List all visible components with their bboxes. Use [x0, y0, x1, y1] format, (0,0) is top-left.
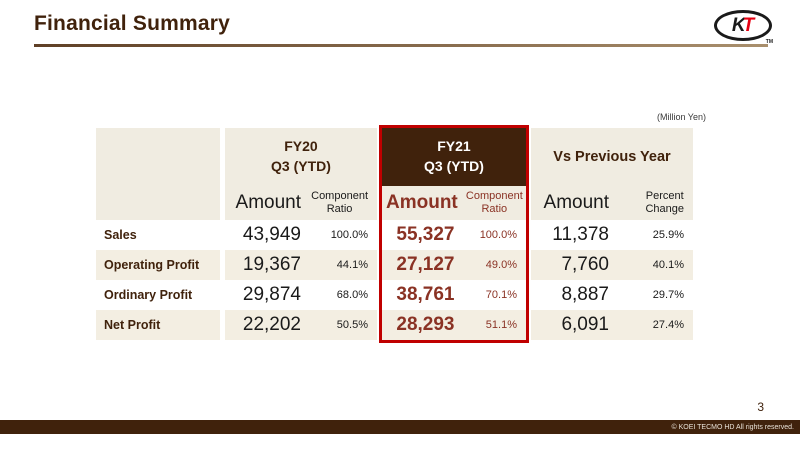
table-row: 8,887 29.7%: [531, 280, 693, 310]
table-row: 29,874 68.0%: [225, 280, 377, 310]
vs-amount-cell: 8,887: [561, 284, 609, 305]
fy20-subheader-ratio: Component Ratio: [311, 189, 368, 215]
table-row: 6,091 27.4%: [531, 310, 693, 340]
vs-subheader-amount: Amount: [543, 191, 609, 213]
fy21-ratio-cell: 51.1%: [485, 319, 517, 331]
fy20-ratio-cell: 44.1%: [336, 259, 368, 271]
vs-change-cell: 27.4%: [652, 319, 684, 331]
fy20-ratio-cell: 50.5%: [336, 319, 368, 331]
fy20-ratio-cell: 68.0%: [336, 289, 368, 301]
vs-amount-cell: 6,091: [561, 314, 609, 335]
vs-previous-year-header: Vs Previous Year: [531, 128, 693, 186]
table-row: 27,127 49.0%: [382, 250, 526, 280]
fy21-subheader-amount: Amount: [386, 191, 458, 213]
footer-bar: © KOEI TECMO HD All rights reserved.: [0, 420, 800, 434]
page-number: 3: [757, 400, 764, 414]
fy20-subheader-amount: Amount: [235, 191, 301, 213]
row-label-operating-profit: Operating Profit: [96, 250, 220, 280]
table-row: 7,760 40.1%: [531, 250, 693, 280]
table-row: 19,367 44.1%: [225, 250, 377, 280]
fy20-amount-cell: 29,874: [242, 284, 301, 305]
fy21-amount-cell: 27,127: [396, 254, 455, 275]
fy21-amount-cell: 55,327: [396, 224, 455, 245]
vs-change-cell: 25.9%: [652, 229, 684, 241]
fy21-amount-cell: 28,293: [396, 314, 455, 335]
logo-letter-k: K: [731, 15, 746, 36]
page-title: Financial Summary: [34, 12, 230, 35]
fy20-amount-cell: 19,367: [242, 254, 301, 275]
fy20-column-group: FY20 Q3 (YTD) Amount Component Ratio 43,…: [225, 128, 377, 340]
table-row: 38,761 70.1%: [382, 280, 526, 310]
fy21-ratio-cell: 49.0%: [485, 259, 517, 271]
fy21-amount-cell: 38,761: [396, 284, 455, 305]
fy21-header: FY21 Q3 (YTD): [382, 128, 526, 186]
logo-letter-t: T: [742, 15, 755, 36]
fy20-ratio-cell: 100.0%: [330, 229, 368, 241]
row-label-sales: Sales: [96, 220, 220, 250]
fy21-column-group-highlighted: FY21 Q3 (YTD) Amount Component Ratio 55,…: [379, 125, 529, 343]
vs-amount-cell: 11,378: [552, 224, 609, 245]
vs-change-cell: 29.7%: [652, 289, 684, 301]
table-row: 28,293 51.1%: [382, 310, 526, 340]
financial-table: Sales Operating Profit Ordinary Profit N…: [96, 125, 693, 343]
table-row: 22,202 50.5%: [225, 310, 377, 340]
fy20-header: FY20 Q3 (YTD): [225, 128, 377, 186]
table-row: 43,949 100.0%: [225, 220, 377, 250]
row-label-net-profit: Net Profit: [96, 310, 220, 340]
vs-amount-cell: 7,760: [561, 254, 609, 275]
vs-change-cell: 40.1%: [652, 259, 684, 271]
vs-previous-year-column-group: Vs Previous Year Amount Percent Change 1…: [531, 128, 693, 340]
unit-note: (Million Yen): [656, 112, 706, 122]
trademark-mark: TM: [765, 39, 773, 45]
vs-subheader: Amount Percent Change: [531, 186, 693, 220]
row-label-ordinary-profit: Ordinary Profit: [96, 280, 220, 310]
row-label-column: Sales Operating Profit Ordinary Profit N…: [96, 128, 220, 340]
copyright-text: © KOEI TECMO HD All rights reserved.: [671, 423, 794, 431]
fy20-subheader: Amount Component Ratio: [225, 186, 377, 220]
header-spacer: [96, 128, 220, 220]
title-underline: [34, 44, 768, 47]
fy21-subheader: Amount Component Ratio: [382, 186, 526, 220]
fy21-ratio-cell: 70.1%: [485, 289, 517, 301]
vs-subheader-percent-change: Percent Change: [645, 189, 684, 215]
table-row: 55,327 100.0%: [382, 220, 526, 250]
table-row: 11,378 25.9%: [531, 220, 693, 250]
fy21-subheader-ratio: Component Ratio: [465, 189, 523, 215]
koei-tecmo-logo: K T TM: [714, 10, 773, 45]
fy21-ratio-cell: 100.0%: [479, 229, 517, 241]
fy20-amount-cell: 43,949: [242, 224, 301, 245]
fy20-amount-cell: 22,202: [242, 314, 301, 335]
